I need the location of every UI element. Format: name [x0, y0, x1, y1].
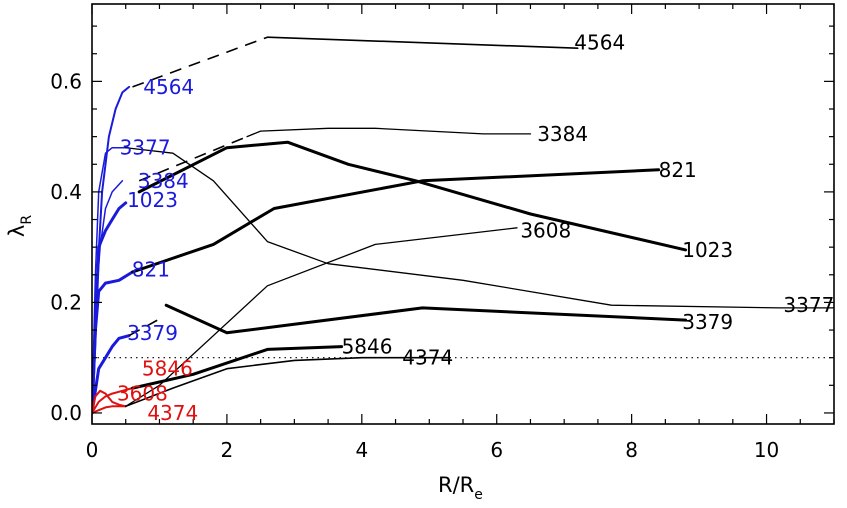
- curve-label-821-blue: 821: [132, 257, 170, 281]
- series-line-1023-blue-3: [92, 201, 128, 415]
- y-axis-title-sub: R: [19, 215, 35, 225]
- curve-label-1023-black: 1023: [682, 238, 733, 262]
- curve-label-3608-black: 3608: [520, 219, 571, 243]
- x-tick-label: 10: [754, 438, 779, 462]
- x-axis-title-sub: e: [474, 487, 483, 503]
- x-tick-label: 6: [490, 438, 503, 462]
- y-tick-label: 0.4: [50, 180, 82, 204]
- plot-area: [92, 36, 834, 415]
- series-line-4374-black-20: [124, 356, 451, 408]
- curve-label-1023-blue: 1023: [127, 188, 178, 212]
- x-tick-label: 0: [86, 438, 99, 462]
- series-line-5846-red-6: [92, 387, 134, 414]
- series-line-4564-black-9: [132, 36, 268, 88]
- plot-frame: [91, 3, 835, 425]
- x-tick-label: 2: [221, 438, 234, 462]
- series-line-4374-red-8: [92, 405, 127, 414]
- y-tick-label: 0.2: [50, 290, 82, 314]
- y-tick-label: 0.6: [50, 69, 82, 93]
- series-line-3608-red-7: [92, 389, 127, 414]
- series-line-5846-black-19: [131, 345, 344, 390]
- series-layer: [92, 36, 834, 415]
- x-axis-title: R/Re: [438, 473, 483, 503]
- series-line-3608-black-16: [125, 227, 518, 407]
- curve-label-821-black: 821: [659, 158, 697, 182]
- curve-label-5846-red: 5846: [142, 357, 193, 381]
- series-line-3384-black-13: [246, 127, 532, 138]
- curve-label-4564-black: 4564: [574, 31, 625, 55]
- y-axis-title: λR: [5, 215, 35, 237]
- series-line-4564-black-10: [266, 36, 579, 50]
- y-axis-title-main: λ: [5, 225, 29, 237]
- curve-label-3379-blue: 3379: [127, 321, 178, 345]
- series-line-1023-black-14: [137, 140, 688, 252]
- curve-label-4374-black: 4374: [402, 346, 453, 370]
- series-line-3377-black-11: [125, 147, 834, 309]
- curve-label-5846-black: 5846: [342, 335, 393, 359]
- series-line-821-black-15: [131, 168, 661, 274]
- curve-label-3377-black: 3377: [783, 293, 834, 317]
- curve-label-4564-blue: 4564: [143, 75, 194, 99]
- curve-label-3377-blue: 3377: [120, 136, 171, 160]
- curve-label-3379-black: 3379: [682, 310, 733, 334]
- x-axis-title-main: R/R: [438, 473, 474, 497]
- series-line-821-blue-4: [92, 270, 134, 415]
- curve-label-3608-red: 3608: [117, 382, 168, 406]
- curve-label-4374-red: 4374: [147, 401, 198, 425]
- tick-layer: 0 2 4 6 8 10 0.0 0.2 0.4 0.6: [50, 4, 835, 462]
- series-line-3379-blue-5: [92, 334, 131, 415]
- series-line-3379-black-18: [164, 303, 688, 335]
- y-tick-label: 0.0: [50, 401, 82, 425]
- x-tick-label: 8: [625, 438, 638, 462]
- x-tick-label: 4: [355, 438, 368, 462]
- series-line-3379-black-17: [128, 318, 160, 337]
- curve-label-3384-blue: 3384: [138, 169, 189, 193]
- curve-label-layer: 4564337733841023821337958463608437445643…: [117, 31, 834, 425]
- curve-label-3384-black: 3384: [537, 122, 588, 146]
